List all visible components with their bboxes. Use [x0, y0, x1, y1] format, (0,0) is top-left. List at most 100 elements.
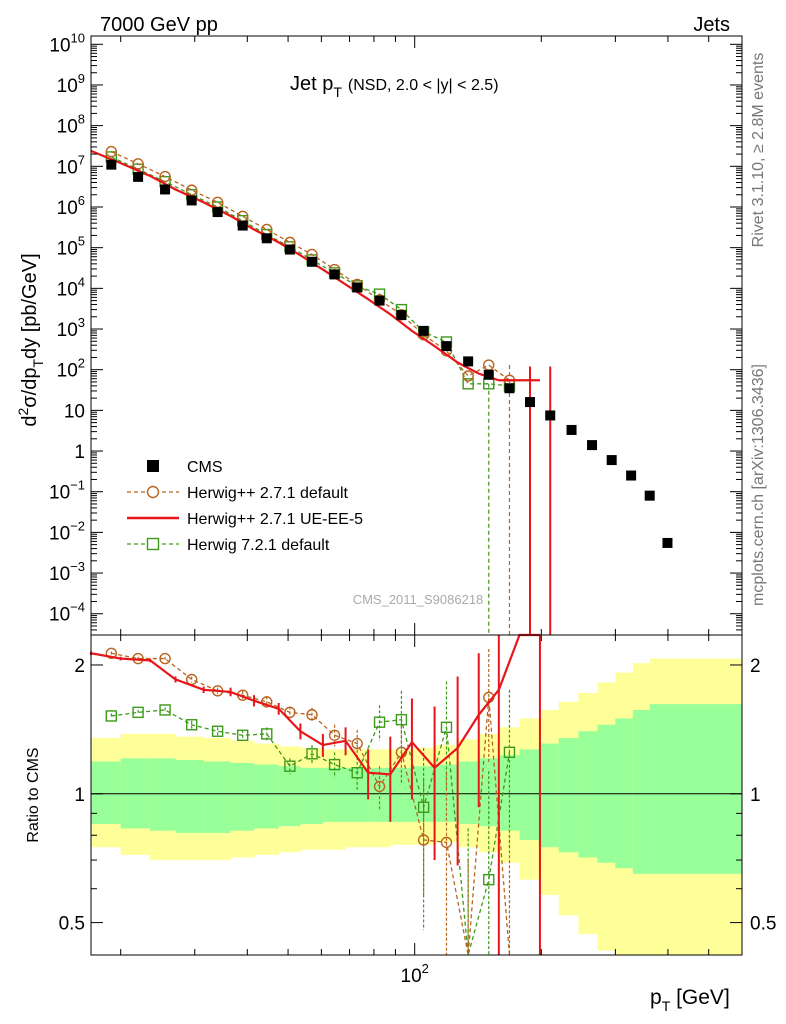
cms-point	[396, 310, 407, 321]
hpp-ratio-point	[261, 696, 273, 708]
h7-ratio-point	[211, 725, 224, 737]
y-tick-label: 108	[57, 112, 85, 138]
legend-entry: CMS	[147, 459, 223, 476]
plot-data	[90, 145, 742, 956]
h7-ratio-point	[395, 713, 408, 726]
h7-ratio-point	[132, 706, 144, 719]
legend-marker-square	[146, 537, 160, 551]
legend-label: Herwig++ 2.7.1 default	[187, 485, 349, 502]
band-green	[322, 767, 347, 822]
hpp-main-point	[483, 359, 495, 371]
band-green	[91, 761, 122, 824]
h7-ratio-point	[306, 748, 318, 760]
y-tick-label: 10−3	[49, 559, 85, 585]
ratio-y-tick-label: 1	[74, 785, 85, 806]
band-green	[390, 767, 413, 822]
cms-point	[237, 220, 248, 231]
y-tick-label: 10−2	[49, 518, 85, 544]
cms-point	[545, 410, 556, 421]
y-tick-label: 105	[57, 234, 85, 260]
hpp-ratio-point	[440, 836, 453, 849]
y-label-e: dy [pb/GeV]	[19, 253, 41, 359]
cms-point	[329, 269, 340, 280]
h7-ratio-point	[185, 719, 198, 731]
cms-point	[662, 537, 673, 548]
ratio-frame	[90, 634, 743, 956]
plot-title-sub: T	[333, 84, 342, 100]
hpp-ratio-point	[284, 706, 296, 719]
band-green	[345, 767, 369, 822]
ratio-y-tick-label: 0.5	[59, 914, 85, 935]
y-tick-label: 10	[64, 401, 85, 422]
legend-label: CMS	[187, 459, 223, 476]
y-tick-label: 104	[57, 274, 85, 300]
cms-point	[566, 424, 577, 435]
cms-point	[307, 256, 318, 267]
legend-entry: Herwig++ 2.7.1 default	[127, 485, 349, 502]
cms-point	[626, 470, 637, 481]
header-left: 7000 GeV pp	[100, 14, 218, 36]
y-tick-label: 1	[74, 442, 85, 463]
cms-point	[352, 282, 363, 293]
cms-point	[106, 159, 117, 170]
cms-point	[504, 383, 515, 394]
h7-ratio-point	[284, 760, 296, 772]
band-green	[558, 738, 579, 853]
header-right: Jets	[693, 14, 730, 36]
plot-title-main: Jet p	[290, 73, 333, 95]
band-green	[175, 759, 205, 833]
y-tick-label: 107	[57, 152, 85, 178]
y-label-a: d	[19, 416, 41, 427]
legend-entry: Herwig++ 2.7.1 UE-EE-5	[127, 511, 363, 528]
cms-point	[483, 369, 494, 380]
h7-main-line	[111, 156, 510, 387]
cms-point	[261, 233, 272, 244]
ratio-y-tick-label-right: 0.5	[750, 914, 776, 935]
band-green	[254, 764, 280, 829]
h7-ratio-point	[503, 746, 516, 759]
h7-ratio-point	[261, 728, 273, 740]
h7-ratio-point	[440, 721, 453, 734]
hpp-ratio-point	[306, 709, 318, 721]
band-green	[667, 704, 743, 874]
hpp-ratio-point	[105, 647, 118, 659]
legend: CMS Herwig++ 2.7.1 default Herwig++ 2.7.1 …	[127, 459, 363, 554]
hpp-main-point	[159, 170, 171, 183]
h7-ratio-point	[105, 710, 118, 722]
y-tick-label: 102	[57, 356, 85, 382]
h7-ratio-point	[236, 729, 249, 741]
hpp-ratio-line	[111, 652, 511, 956]
hpp-ratio-point	[373, 780, 386, 793]
plot-title-cond: (NSD, 2.0 < |y| < 2.5)	[348, 77, 499, 94]
hpp-main-point	[105, 145, 118, 158]
y-tick-label: 10−1	[49, 478, 85, 504]
ratio-y-tick-label: 2	[74, 656, 85, 677]
legend-marker-square	[147, 460, 159, 472]
cms-point	[160, 184, 171, 195]
band-green	[632, 709, 651, 874]
mcplots-label: mcplots.cern.ch [arXiv:1306.3436]	[750, 364, 767, 606]
band-green	[457, 761, 480, 824]
cms-point	[644, 490, 655, 501]
band-green	[278, 766, 301, 827]
h7-main-point	[462, 378, 474, 390]
legend-entry: Herwig 7.2.1 default	[127, 537, 330, 554]
band-green	[649, 704, 669, 874]
y-tick-label: 10−4	[49, 600, 85, 626]
band-green	[578, 731, 598, 858]
hpp-ratio-point	[417, 834, 430, 846]
y-axis-label: d2σ/dpTdy [pb/GeV]	[15, 253, 46, 426]
cms-point	[606, 455, 617, 466]
legend-label: Herwig++ 2.7.1 UE-EE-5	[187, 511, 363, 528]
cms-point	[374, 295, 385, 306]
ue-ratio-line	[90, 633, 540, 776]
band-green	[498, 755, 521, 831]
cms-point	[186, 195, 197, 206]
y-tick-label: 106	[57, 193, 85, 219]
band-green	[368, 767, 391, 822]
y-tick-label: 1010	[49, 30, 85, 56]
legend-marker-circle	[146, 485, 160, 499]
ratio-y-tick-label-right: 1	[750, 785, 761, 806]
band-green	[539, 743, 560, 848]
